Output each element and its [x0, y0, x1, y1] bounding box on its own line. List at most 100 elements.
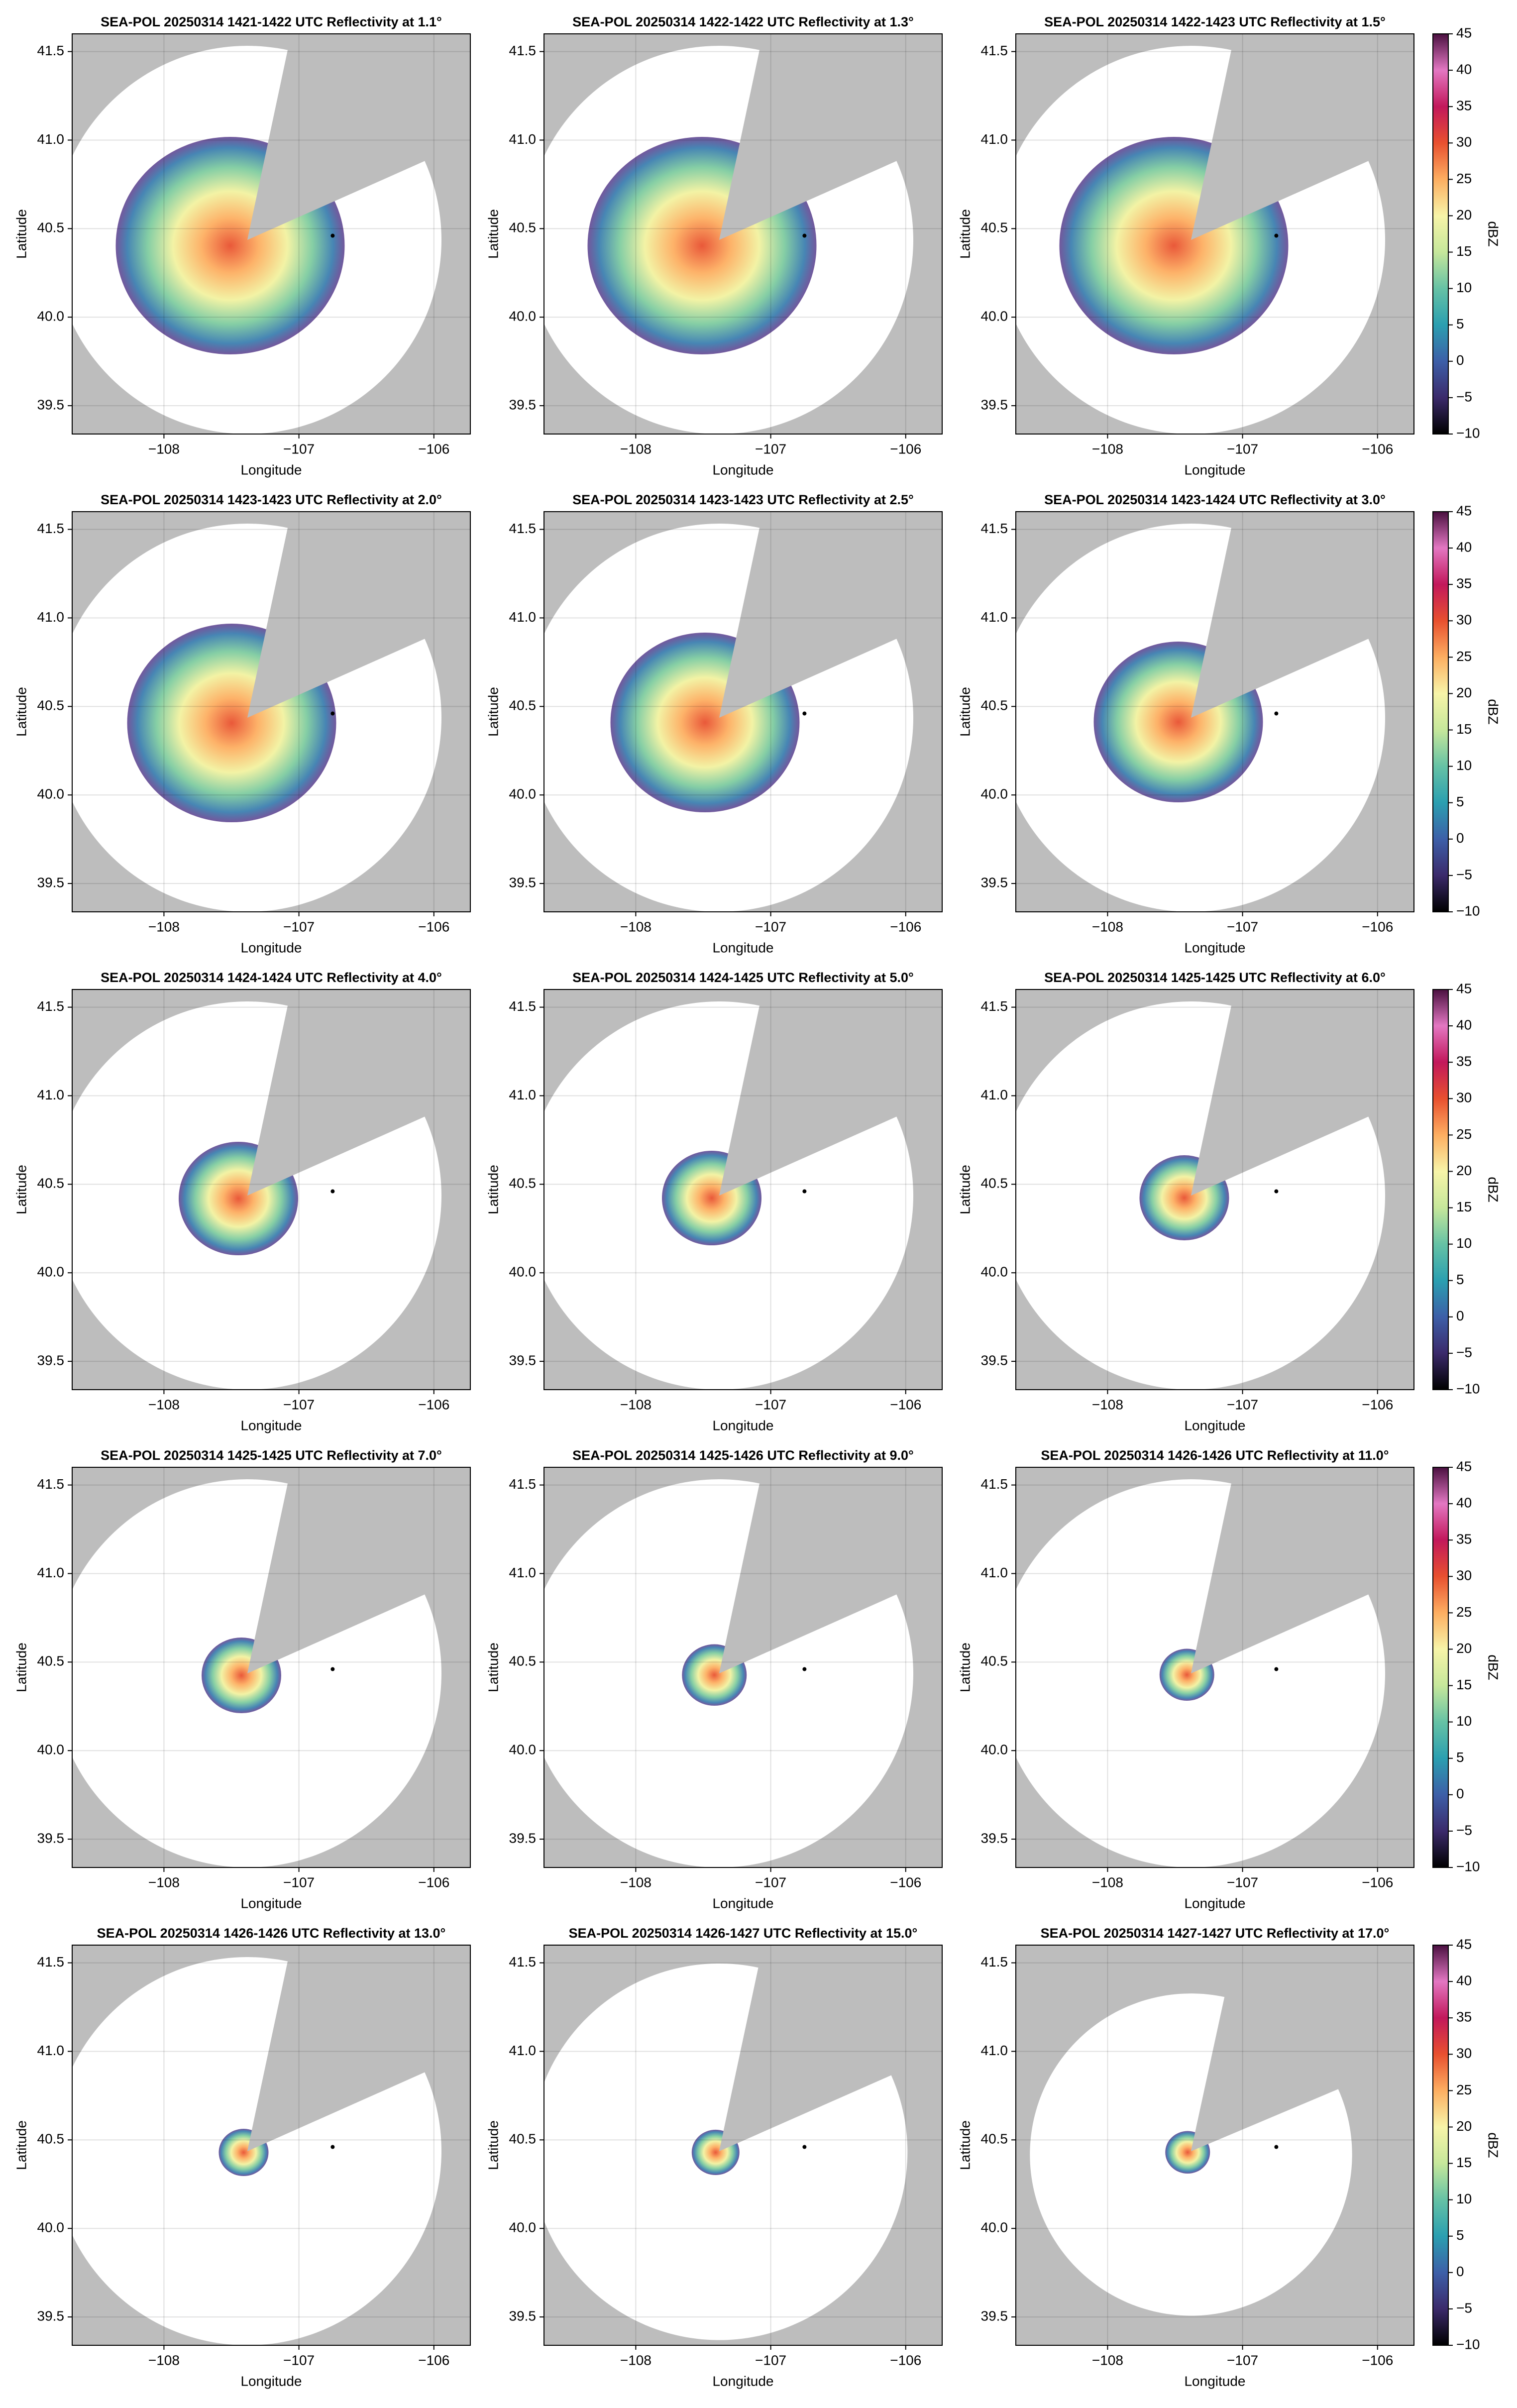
colorbar-label: dBZ	[1486, 2132, 1501, 2158]
colorbar-tick-label: 15	[1456, 1199, 1472, 1214]
colorbar-tick-label: 40	[1456, 1017, 1472, 1032]
colorbar-tick-label: −10	[1456, 425, 1480, 440]
y-tick-label: 39.5	[509, 397, 537, 412]
y-tick-label: 40.0	[509, 309, 537, 324]
axes-frame	[543, 33, 943, 435]
x-tick-label: −106	[890, 2352, 921, 2368]
x-axis-label: Longitude	[1184, 1418, 1245, 1433]
y-tick-label: 41.5	[37, 1476, 65, 1492]
plot-area	[1016, 512, 1414, 912]
colorbar-tick-label: 15	[1456, 2155, 1472, 2170]
y-tick-label: 40.0	[509, 2220, 537, 2235]
site-marker	[330, 711, 335, 716]
colorbar-tick-label: 30	[1456, 2046, 1472, 2061]
y-axis-label: Latitude	[13, 2120, 29, 2170]
y-tick-label: 41.5	[509, 1476, 537, 1492]
colorbar-tick-label: 45	[1456, 1936, 1472, 1952]
colorbar-label: dBZ	[1486, 1654, 1501, 1680]
blocked-sector	[719, 989, 942, 1196]
colorbar-tick-label: 15	[1456, 721, 1472, 737]
axes-frame	[543, 1467, 943, 1868]
site-marker	[1274, 711, 1279, 716]
chart-title: SEA-POL 20250314 1427-1427 UTC Reflectiv…	[1041, 1926, 1390, 1941]
colorbar-tick-label: 5	[1456, 1272, 1464, 1287]
x-tick-label: −107	[1227, 441, 1258, 456]
y-axis-label: Latitude	[13, 1165, 29, 1214]
y-tick-label: 40.5	[37, 2131, 65, 2147]
colorbar-tick-label: 45	[1456, 25, 1472, 40]
site-marker	[330, 1189, 335, 1194]
y-tick-label: 41.0	[509, 2043, 537, 2058]
y-axis-label: Latitude	[957, 1165, 973, 1214]
site-marker	[802, 711, 807, 716]
chart-title: SEA-POL 20250314 1423-1423 UTC Reflectiv…	[572, 492, 914, 507]
colorbar-tick-label: −5	[1456, 389, 1472, 404]
y-tick-label: 41.0	[981, 609, 1008, 625]
x-axis-label: Longitude	[240, 940, 302, 955]
blocked-sector	[1191, 1467, 1414, 1674]
blocked-sector	[247, 1467, 470, 1674]
y-tick-label: 41.0	[981, 131, 1008, 147]
site-marker	[330, 1667, 335, 1671]
x-tick-label: −107	[283, 1874, 315, 1890]
y-tick-label: 40.5	[509, 698, 537, 713]
chart-title: SEA-POL 20250314 1426-1426 UTC Reflectiv…	[1041, 1448, 1389, 1463]
x-tick-label: −106	[890, 1874, 921, 1890]
colorbar-tick-label: 5	[1456, 1750, 1464, 1765]
chart-title: SEA-POL 20250314 1425-1425 UTC Reflectiv…	[1044, 970, 1386, 985]
colorbar-tick-label: 30	[1456, 1090, 1472, 1105]
axes-frame	[72, 511, 471, 912]
y-tick-label: 41.0	[509, 1565, 537, 1580]
axes-frame	[1015, 33, 1414, 435]
site-marker	[1274, 1667, 1279, 1671]
colorbar-tick-label: 5	[1456, 794, 1464, 809]
plot-area	[72, 34, 470, 434]
y-tick-label: 39.5	[981, 397, 1008, 412]
axes-frame	[1015, 989, 1414, 1390]
x-tick-label: −106	[418, 1874, 449, 1890]
colorbar-label: dBZ	[1486, 699, 1501, 724]
colorbar-tick-label: −5	[1456, 1344, 1472, 1360]
y-tick-label: 41.5	[981, 43, 1008, 58]
y-tick-label: 40.5	[981, 2131, 1008, 2147]
chart-title: SEA-POL 20250314 1422-1423 UTC Reflectiv…	[1044, 14, 1386, 29]
colorbar-tick-label: 10	[1456, 758, 1472, 773]
y-axis-label: Latitude	[957, 209, 973, 259]
axes-frame	[543, 1945, 943, 2346]
site-marker	[1274, 233, 1279, 238]
y-tick-label: 41.0	[37, 131, 65, 147]
y-tick-label: 40.5	[981, 220, 1008, 235]
y-tick-label: 40.0	[37, 1742, 65, 1757]
y-tick-label: 39.5	[981, 1352, 1008, 1368]
y-tick-label: 41.0	[37, 2043, 65, 2058]
colorbar-tick-label: 0	[1456, 352, 1464, 368]
colorbar-label: dBZ	[1486, 1177, 1501, 1202]
y-tick-label: 41.0	[37, 609, 65, 625]
y-tick-label: 41.5	[37, 521, 65, 536]
x-tick-label: −108	[148, 2352, 180, 2368]
y-tick-label: 39.5	[37, 875, 65, 890]
x-tick-label: −108	[148, 441, 180, 456]
y-tick-label: 41.5	[981, 521, 1008, 536]
x-tick-label: −108	[148, 1397, 180, 1412]
chart-title: SEA-POL 20250314 1422-1422 UTC Reflectiv…	[572, 14, 914, 29]
colorbar-tick-label: 25	[1456, 1126, 1472, 1142]
x-tick-label: −108	[620, 1397, 651, 1412]
y-tick-label: 40.5	[981, 1653, 1008, 1669]
y-tick-label: 40.0	[981, 786, 1008, 802]
axes-frame	[543, 511, 943, 912]
y-tick-label: 41.0	[37, 1087, 65, 1102]
y-tick-label: 39.5	[981, 1830, 1008, 1846]
y-tick-label: 39.5	[37, 1830, 65, 1846]
x-tick-label: −108	[620, 2352, 651, 2368]
y-axis-label: Latitude	[957, 687, 973, 737]
y-tick-label: 40.0	[37, 1264, 65, 1280]
x-tick-label: −107	[1227, 1874, 1258, 1890]
x-tick-label: −108	[1092, 2352, 1123, 2368]
axes-frame	[1015, 1945, 1414, 2346]
blocked-sector	[1191, 512, 1414, 718]
site-marker	[802, 1189, 807, 1194]
x-axis-label: Longitude	[240, 1418, 302, 1433]
colorbar-tick-label: 5	[1456, 316, 1464, 331]
